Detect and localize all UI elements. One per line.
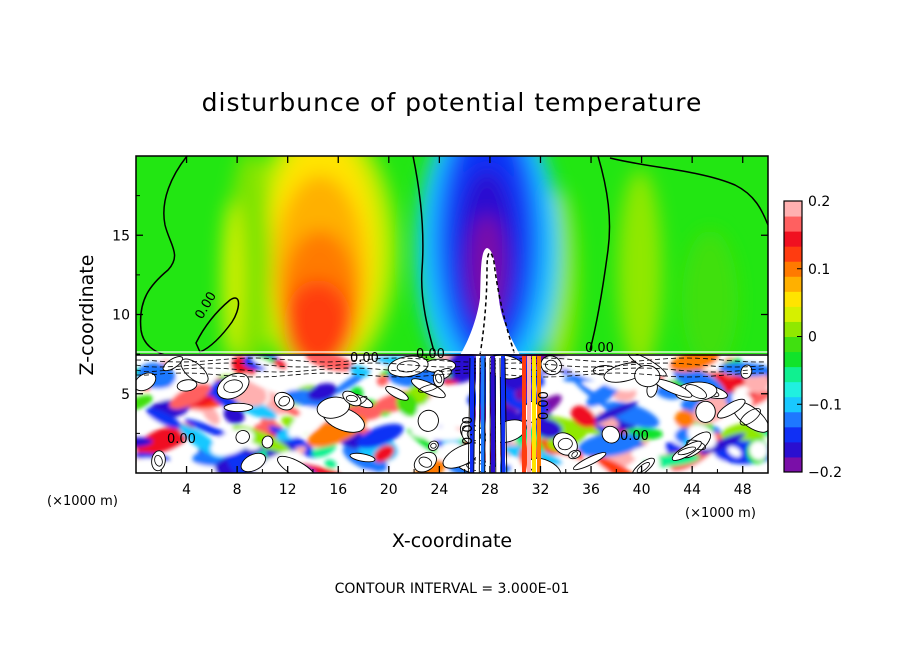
colorbar-swatch bbox=[784, 291, 802, 307]
x-tick-label: 16 bbox=[329, 482, 347, 498]
colorbar-swatch bbox=[784, 261, 802, 277]
contour-labels: 0.000.000.00 0.00 0.000.000.000.00 bbox=[167, 289, 649, 447]
colorbar-tick-label: 0 bbox=[808, 330, 817, 346]
contour-label: 0.00 bbox=[350, 351, 379, 366]
x-tick-label: 4 bbox=[182, 482, 191, 498]
colorbar-swatch bbox=[784, 381, 802, 398]
colorbar-swatch bbox=[784, 336, 802, 353]
x-tick-label: 8 bbox=[233, 482, 242, 498]
colorbar-tick-label: −0.1 bbox=[808, 397, 842, 413]
colorbar-swatch bbox=[784, 276, 802, 292]
contour-label: 0.00 bbox=[585, 341, 614, 356]
x-axis: 4 8 12 16 20 24 28 32 36 40 44 48 bbox=[160, 156, 752, 498]
colorbar-swatch bbox=[784, 231, 802, 247]
x-tick-label: 24 bbox=[430, 482, 448, 498]
contour-label: 0.00 bbox=[167, 432, 196, 447]
colorbar-swatch bbox=[784, 246, 802, 262]
x-tick-label: 28 bbox=[481, 482, 499, 498]
contour-label: 0.00 bbox=[620, 429, 649, 444]
colorbar-tick-label: 0.2 bbox=[808, 194, 830, 210]
colorbar-swatch bbox=[784, 411, 802, 428]
chart-title: disturbunce of potential temperature bbox=[202, 88, 703, 117]
colorbar-swatch bbox=[784, 201, 802, 217]
colorbar-swatch bbox=[784, 366, 802, 383]
heatmap-field bbox=[136, 156, 768, 473]
contour-label: 0.00 bbox=[537, 391, 552, 420]
x-tick-label: 20 bbox=[380, 482, 398, 498]
colorbar-swatch bbox=[784, 396, 802, 413]
x-tick-label: 32 bbox=[532, 482, 550, 498]
y-tick-label: 15 bbox=[112, 228, 130, 244]
x-axis-label: X-coordinate bbox=[392, 530, 512, 552]
colorbar: 0.2 0.1 0 −0.1 −0.2 bbox=[783, 194, 842, 481]
contour-interval-note: CONTOUR INTERVAL = 3.000E-01 bbox=[335, 581, 570, 597]
colorbar-tick-label: −0.2 bbox=[808, 465, 842, 481]
y-axis-label: Z-coordinate bbox=[76, 255, 98, 376]
colorbar-tick-label: 0.1 bbox=[808, 262, 830, 278]
x-tick-label: 12 bbox=[279, 482, 297, 498]
colorbar-swatch bbox=[784, 351, 802, 368]
contour-label: 0.00 bbox=[416, 347, 445, 362]
x-tick-label: 36 bbox=[582, 482, 600, 498]
colorbar-swatch bbox=[784, 321, 802, 337]
x-unit-right: (×1000 m) bbox=[685, 506, 756, 521]
colorbar-swatch bbox=[784, 441, 802, 458]
x-tick-label: 44 bbox=[683, 482, 701, 498]
y-tick-label: 5 bbox=[121, 387, 130, 403]
x-unit-left: (×1000 m) bbox=[47, 494, 118, 509]
contour-label: 0.00 bbox=[461, 416, 476, 445]
colorbar-swatch bbox=[784, 216, 802, 232]
y-tick-label: 10 bbox=[112, 308, 130, 324]
colorbar-swatch bbox=[784, 306, 802, 322]
colorbar-swatch bbox=[784, 456, 802, 473]
x-tick-label: 40 bbox=[633, 482, 651, 498]
colorbar-swatch bbox=[784, 426, 802, 443]
x-tick-label: 48 bbox=[734, 482, 752, 498]
y-axis: 5 10 15 bbox=[112, 195, 768, 434]
